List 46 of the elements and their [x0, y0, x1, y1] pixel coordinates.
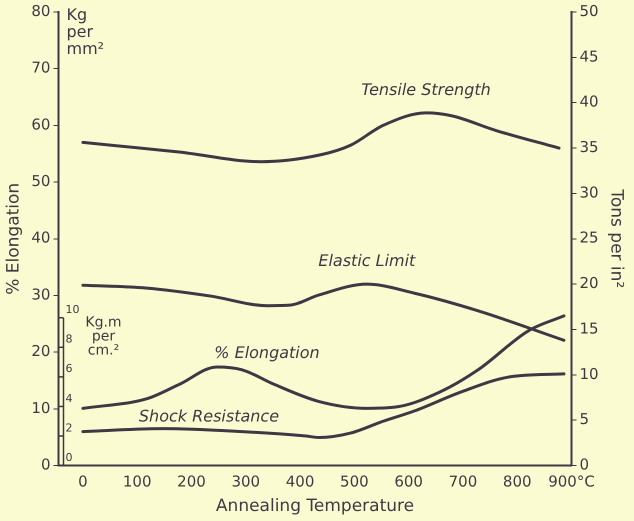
y2-tick-label: 15	[580, 319, 599, 338]
y-tick-label: 40	[31, 228, 50, 247]
y2-tick-label: 50	[580, 2, 599, 20]
series-label: Elastic Limit	[318, 251, 416, 270]
y3-axis-title: Kg.m per cm.²	[85, 314, 122, 358]
y2-tick-label: 40	[580, 92, 599, 111]
x-axis-title: Annealing Temperature	[216, 496, 414, 516]
y-tick-label: 50	[31, 172, 50, 190]
y-tick-label: 30	[31, 285, 50, 304]
y-tick-label: 0	[40, 455, 50, 474]
y3-tick-label: 8	[65, 332, 72, 346]
y2-tick-label: 30	[580, 183, 599, 202]
y2-tick-label: 35	[580, 138, 599, 156]
y3-tick-label: 10	[65, 303, 80, 316]
y2-axis-title: Tons per in²	[606, 188, 626, 288]
series-label: Shock Resistance	[138, 406, 280, 426]
x-tick-label: 400	[286, 472, 314, 490]
y2-tick-label: 0	[580, 455, 590, 474]
x-tick-label: 200	[177, 472, 206, 490]
y3-tick-label: 4	[65, 392, 72, 405]
x-tick-label: 500	[340, 472, 369, 490]
y-axis-title: % Elongation	[4, 182, 24, 295]
x-tick-label: 0	[78, 472, 88, 490]
x-tick-label: 100	[122, 472, 152, 490]
y-tick-label: 60	[31, 115, 50, 134]
y2-tick-label: 5	[580, 410, 590, 428]
y-tick-label: 80	[31, 2, 50, 20]
y2-tick-label: 20	[580, 274, 599, 292]
y-tick-label: 70	[31, 58, 50, 77]
x-tick-label: 800	[502, 472, 532, 490]
x-tick-label: 600	[394, 472, 423, 490]
line-series	[81, 111, 561, 164]
y3-tick-label: 2	[65, 421, 72, 434]
y2-tick-label: 45	[580, 47, 599, 66]
y2-tick-label: 10	[580, 364, 599, 383]
x-tick-label: 700	[448, 472, 478, 490]
y-tick-label: 10	[31, 398, 50, 417]
x-tick-label: 300	[231, 472, 260, 490]
annotation: Kg per mm²	[66, 5, 104, 58]
series-label: % Elongation	[214, 342, 320, 362]
y-tick-label: 20	[31, 342, 50, 360]
y3-tick-label: 6	[65, 362, 72, 376]
y2-tick-label: 25	[580, 228, 599, 247]
x-tick-label: 900°C	[548, 472, 595, 490]
y3-tick-label: 0	[65, 450, 72, 464]
series-label: Tensile Strength	[361, 80, 491, 99]
